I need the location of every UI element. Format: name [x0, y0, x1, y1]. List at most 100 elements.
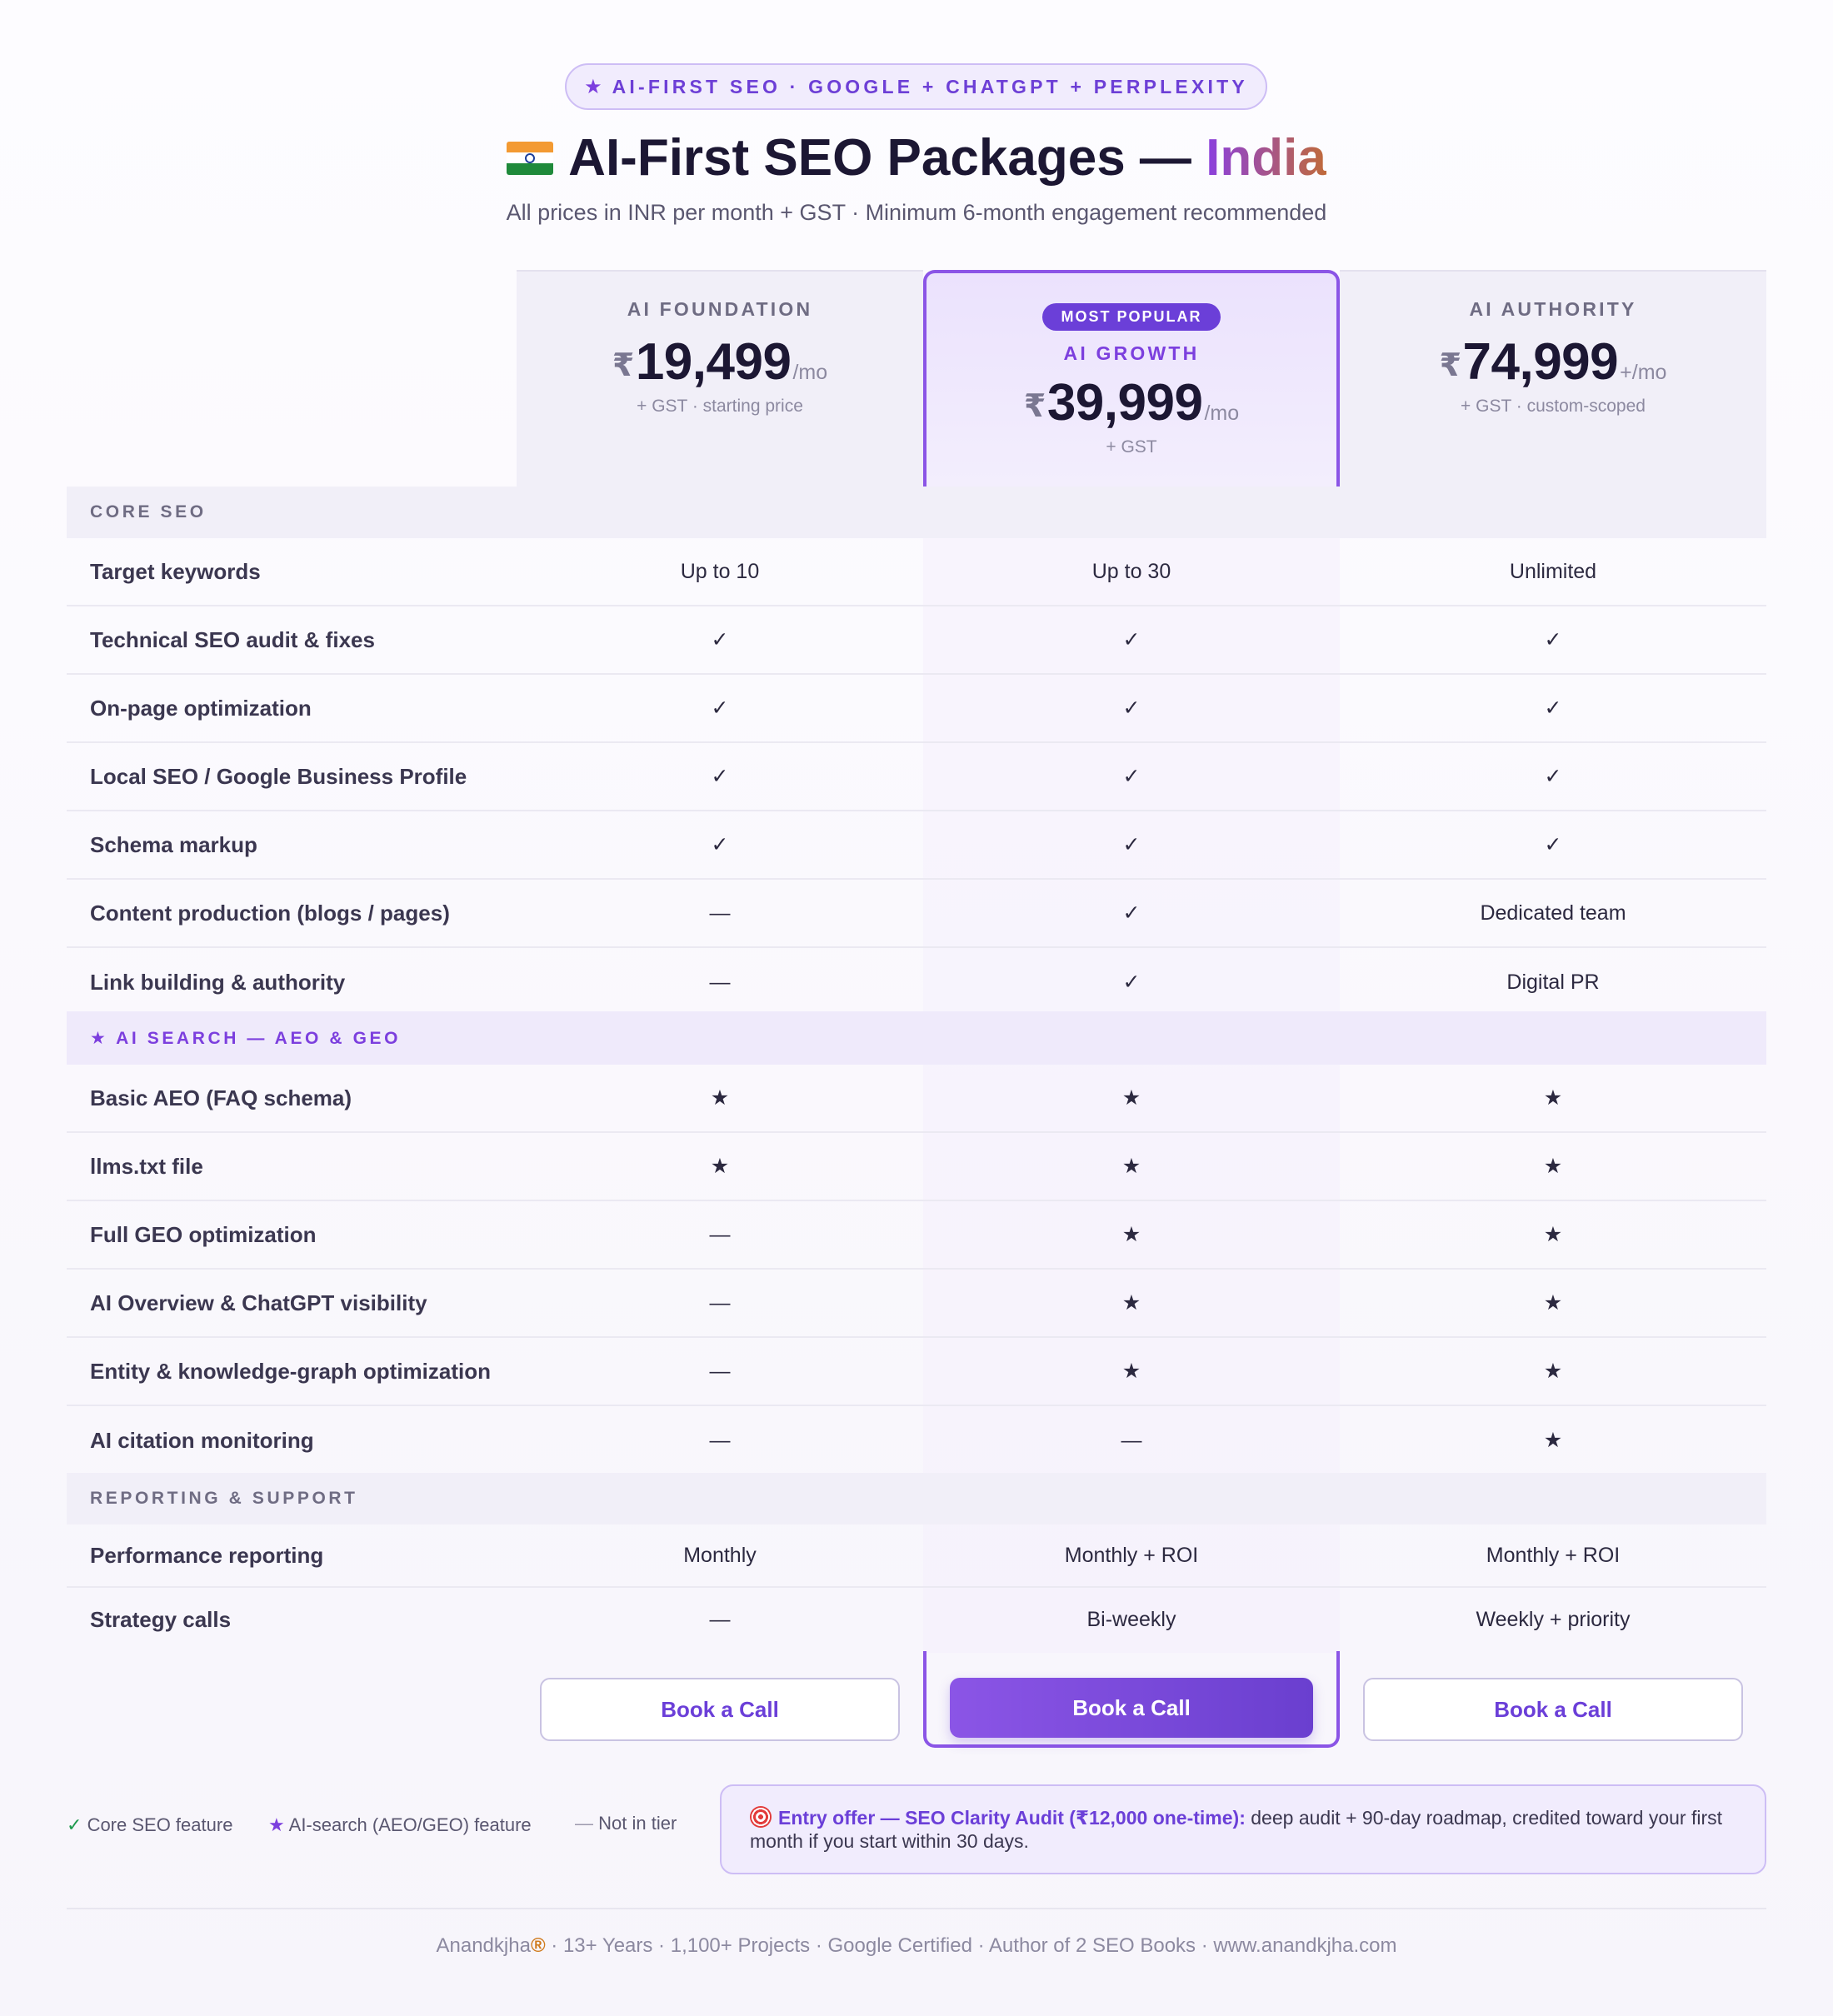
target-icon — [750, 1806, 772, 1828]
dash-icon: — — [575, 1813, 593, 1834]
entry-offer-box: Entry offer — SEO Clarity Audit (₹12,000… — [720, 1784, 1766, 1874]
cell-authority: Weekly + priority — [1476, 1607, 1631, 1631]
registered-icon: ® — [530, 1934, 546, 1957]
legend-ai: ★ AI-search (AEO/GEO) feature — [268, 1814, 532, 1836]
offer-lead: Entry offer — SEO Clarity Audit (₹12,000… — [778, 1807, 1246, 1829]
footer-brand: Anandkjha — [436, 1934, 531, 1957]
star-icon: ★ — [1543, 1223, 1563, 1246]
table-row: Schema markup ✓ ✓ ✓ — [67, 811, 1766, 880]
row-label: Technical SEO audit & fixes — [90, 626, 375, 652]
tier-header-authority-bg — [1340, 270, 1766, 487]
cell-growth: Bi-weekly — [1086, 1607, 1176, 1631]
table-row: llms.txt file ★ ★ ★ — [67, 1133, 1766, 1201]
table-row: Entity & knowledge-graph optimization — … — [67, 1338, 1766, 1406]
india-flag-icon — [507, 141, 554, 175]
table-row: Full GEO optimization — ★ ★ — [67, 1201, 1766, 1270]
row-label: Strategy calls — [90, 1606, 232, 1632]
star-icon: ★ — [1121, 1223, 1141, 1246]
legend-ai-label: AI-search (AEO/GEO) feature — [288, 1814, 532, 1835]
check-icon: ✓ — [711, 696, 729, 720]
title-main: AI-First SEO Packages — — [568, 129, 1206, 187]
cell-growth: Up to 30 — [1091, 559, 1171, 583]
row-label: Entity & knowledge-graph optimization — [90, 1358, 491, 1384]
star-icon: ★ — [584, 75, 602, 98]
star-icon: ★ — [1543, 1429, 1563, 1452]
table-row: Performance reporting Monthly Monthly + … — [67, 1524, 1766, 1588]
page-subtitle: All prices in INR per month + GST · Mini… — [506, 200, 1327, 225]
dash-icon: — — [709, 1607, 731, 1631]
row-label: Link building & authority — [90, 969, 346, 995]
check-icon: ✓ — [1122, 628, 1141, 651]
row-label: Target keywords — [90, 558, 261, 584]
check-icon: ✓ — [1544, 696, 1562, 720]
dash-icon: — — [709, 1222, 731, 1246]
tier-name: AI FOUNDATION — [627, 298, 813, 320]
dash-icon: — — [1121, 1428, 1142, 1452]
book-call-foundation-button[interactable]: Book a Call — [540, 1678, 900, 1741]
tier-price: ₹19,499/mo — [612, 333, 828, 391]
tier-foundation-header: AI FOUNDATION ₹19,499/mo + GST · startin… — [517, 298, 923, 417]
footer-divider — [67, 1908, 1766, 1909]
check-icon: ✓ — [1122, 901, 1141, 925]
book-call-growth-button[interactable]: Book a Call — [950, 1678, 1313, 1738]
growth-column-header-bg — [923, 270, 1340, 487]
row-label: Content production (blogs / pages) — [90, 900, 450, 926]
check-icon: ✓ — [711, 765, 729, 788]
star-icon: ★ — [1543, 1155, 1563, 1178]
star-icon: ★ — [710, 1086, 730, 1110]
eyebrow-pill: ★ AI-FIRST SEO · GOOGLE + CHATGPT + PERP… — [565, 63, 1267, 110]
dash-icon: — — [709, 901, 731, 925]
row-label: AI Overview & ChatGPT visibility — [90, 1290, 427, 1315]
check-icon: ✓ — [1122, 696, 1141, 720]
check-icon: ✓ — [1544, 833, 1562, 856]
tier-header-foundation-bg — [517, 270, 923, 487]
legend-core: ✓ Core SEO feature — [67, 1814, 232, 1836]
book-call-authority-button[interactable]: Book a Call — [1363, 1678, 1743, 1741]
tier-name: AI AUTHORITY — [1469, 298, 1637, 320]
star-icon: ★ — [1121, 1360, 1141, 1383]
tier-growth-header: MOST POPULAR AI GROWTH ₹39,999/mo + GST — [923, 303, 1340, 457]
tier-note: + GST · custom-scoped — [1461, 397, 1646, 416]
offer-body: deep audit + 90-day roadmap, credited to… — [750, 1807, 1722, 1852]
cell-foundation: Up to 10 — [680, 559, 760, 583]
check-icon: ✓ — [1122, 971, 1141, 994]
cell-authority: Monthly + ROI — [1486, 1543, 1621, 1567]
check-icon: ✓ — [711, 628, 729, 651]
check-icon: ✓ — [711, 833, 729, 856]
tier-name: AI GROWTH — [1063, 342, 1200, 364]
footer: Anandkjha® · 13+ Years · 1,100+ Projects… — [0, 1934, 1833, 1958]
legend-core-label: Core SEO feature — [87, 1814, 233, 1835]
table-row: Local SEO / Google Business Profile ✓ ✓ … — [67, 743, 1766, 811]
cell-authority: Unlimited — [1509, 559, 1597, 583]
star-icon: ★ — [710, 1155, 730, 1178]
tier-note: + GST · starting price — [637, 397, 803, 416]
page-title: AI-First SEO Packages — India — [0, 125, 1833, 192]
check-icon: ✓ — [1122, 833, 1141, 856]
star-icon: ★ — [1543, 1291, 1563, 1315]
section-ai-search: ★ AI SEARCH — AEO & GEO — [67, 1011, 1766, 1065]
check-icon: ✓ — [1544, 765, 1562, 788]
table-row: AI Overview & ChatGPT visibility — ★ ★ — [67, 1270, 1766, 1338]
legend-none: — Not in tier — [575, 1813, 677, 1834]
title-accent: India — [1206, 129, 1326, 187]
dash-icon: — — [709, 1290, 731, 1315]
tier-price: ₹39,999/mo — [1023, 374, 1240, 432]
table-row: Content production (blogs / pages) — ✓ D… — [67, 880, 1766, 948]
check-icon: ✓ — [1544, 628, 1562, 651]
growth-column-highlight — [923, 487, 1340, 1653]
footer-details: · 13+ Years · 1,100+ Projects · Google C… — [545, 1934, 1397, 1957]
eyebrow-text: AI-FIRST SEO · GOOGLE + CHATGPT + PERPLE… — [612, 75, 1248, 97]
cell-growth: Monthly + ROI — [1064, 1543, 1199, 1567]
section-reporting-support: REPORTING & SUPPORT — [67, 1473, 1766, 1524]
row-label: llms.txt file — [90, 1153, 203, 1179]
star-icon: ★ — [1543, 1360, 1563, 1383]
check-icon: ✓ — [1122, 765, 1141, 788]
legend-none-label: Not in tier — [598, 1813, 677, 1834]
table-row: AI citation monitoring — — ★ — [67, 1406, 1766, 1475]
row-label: AI citation monitoring — [90, 1427, 314, 1453]
star-icon: ★ — [1121, 1086, 1141, 1110]
row-label: Schema markup — [90, 831, 257, 857]
table-row: Basic AEO (FAQ schema) ★ ★ ★ — [67, 1065, 1766, 1133]
row-label: Basic AEO (FAQ schema) — [90, 1085, 352, 1110]
